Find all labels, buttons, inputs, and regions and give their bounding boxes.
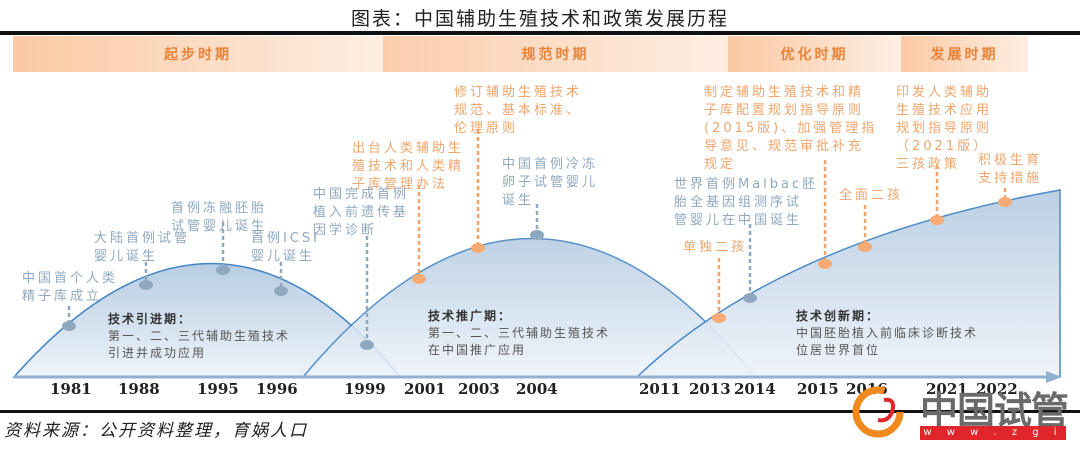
year-2003: 2003 bbox=[458, 380, 500, 398]
period-innovation-heading: 技术创新期： bbox=[796, 309, 881, 323]
phase-regulate: 规范时期 bbox=[383, 36, 728, 72]
phase-develop: 发展时期 bbox=[901, 36, 1028, 72]
event-1981: 中国首个人类 精子库成立 bbox=[22, 271, 119, 304]
event-2001: 出台人类辅助生 殖技术和人类精 子库管理办法 bbox=[352, 141, 465, 192]
period-innovation-line2: 位居世界首位 bbox=[796, 343, 881, 357]
event-2003: 修订辅助生殖技术 规范、基本标准、 伦理原则 bbox=[454, 85, 583, 136]
period-promotion: 技术推广期： 第一、二、三代辅助生殖技术 在中国推广应用 bbox=[428, 308, 610, 359]
year-2022: 2022 bbox=[976, 380, 1018, 398]
event-2021: 印发人类辅助 生殖技术应用 规划指导原则 （2021版） 三孩政策 bbox=[896, 85, 993, 172]
event-1995: 首例冻融胚胎 试管婴儿诞生 bbox=[171, 201, 268, 234]
event-2016: 全面二孩 bbox=[839, 188, 904, 203]
event-2022: 积极生育 支持措施 bbox=[978, 153, 1043, 186]
event-2013: 单独二孩 bbox=[683, 240, 748, 255]
period-introduction-heading: 技术引进期： bbox=[108, 312, 193, 326]
year-2015: 2015 bbox=[797, 380, 839, 398]
year-1996: 1996 bbox=[256, 380, 298, 398]
event-2004: 中国首例冷冻 卵子试管婴儿 诞生 bbox=[502, 157, 599, 208]
curve-innovation bbox=[635, 189, 1061, 378]
period-promotion-heading: 技术推广期： bbox=[428, 309, 513, 323]
bottom-rule bbox=[0, 410, 1080, 413]
year-2004: 2004 bbox=[516, 380, 558, 398]
period-innovation-line1: 中国胚胎植入前临床诊断技术 bbox=[796, 326, 979, 340]
watermark-url: w w w . z g i v f . c o m bbox=[920, 426, 1066, 452]
period-innovation: 技术创新期： 中国胚胎植入前临床诊断技术 位居世界首位 bbox=[796, 308, 978, 359]
event-2014: 世界首例Malbac胚 胎全基因组测序试 管婴儿在中国诞生 bbox=[674, 177, 819, 228]
chart-title: 图表：中国辅助生殖技术和政策发展历程 bbox=[350, 8, 729, 30]
year-1999: 1999 bbox=[344, 380, 386, 398]
year-2014: 2014 bbox=[734, 380, 776, 398]
event-1996: 首例ICSI 婴儿诞生 bbox=[251, 231, 320, 264]
period-introduction-line1: 第一、二、三代辅助生殖技术 bbox=[108, 329, 291, 343]
source-note: 资料来源：公开资料整理，育娲人口 bbox=[4, 421, 308, 441]
event-2015: 制定辅助生殖技术和精 子库配置规划指导原则 (2015版)、加强管理指 导意见、… bbox=[704, 85, 878, 172]
year-2021: 2021 bbox=[926, 380, 968, 398]
year-1988: 1988 bbox=[118, 380, 160, 398]
watermark-name: 中国试管 bbox=[920, 388, 1069, 433]
top-rule bbox=[0, 31, 1080, 35]
event-1988: 大陆首例试管 婴儿诞生 bbox=[94, 231, 191, 264]
phase-start: 起步时期 bbox=[13, 36, 383, 72]
year-2011: 2011 bbox=[639, 380, 681, 398]
event-1999: 中国完成首例 植入前遗传基 因学诊断 bbox=[313, 187, 410, 238]
phase-optimize: 优化时期 bbox=[728, 36, 901, 72]
year-2013: 2013 bbox=[689, 380, 731, 398]
year-1981: 1981 bbox=[50, 380, 92, 398]
year-2001: 2001 bbox=[404, 380, 446, 398]
period-promotion-line2: 在中国推广应用 bbox=[428, 343, 527, 357]
timeline-diagram bbox=[12, 130, 1062, 383]
period-promotion-line1: 第一、二、三代辅助生殖技术 bbox=[428, 326, 611, 340]
watermark-logo-icon bbox=[852, 386, 904, 438]
period-introduction-line2: 引进并成功应用 bbox=[108, 346, 207, 360]
year-1995: 1995 bbox=[197, 380, 239, 398]
period-introduction: 技术引进期： 第一、二、三代辅助生殖技术 引进并成功应用 bbox=[108, 311, 290, 362]
